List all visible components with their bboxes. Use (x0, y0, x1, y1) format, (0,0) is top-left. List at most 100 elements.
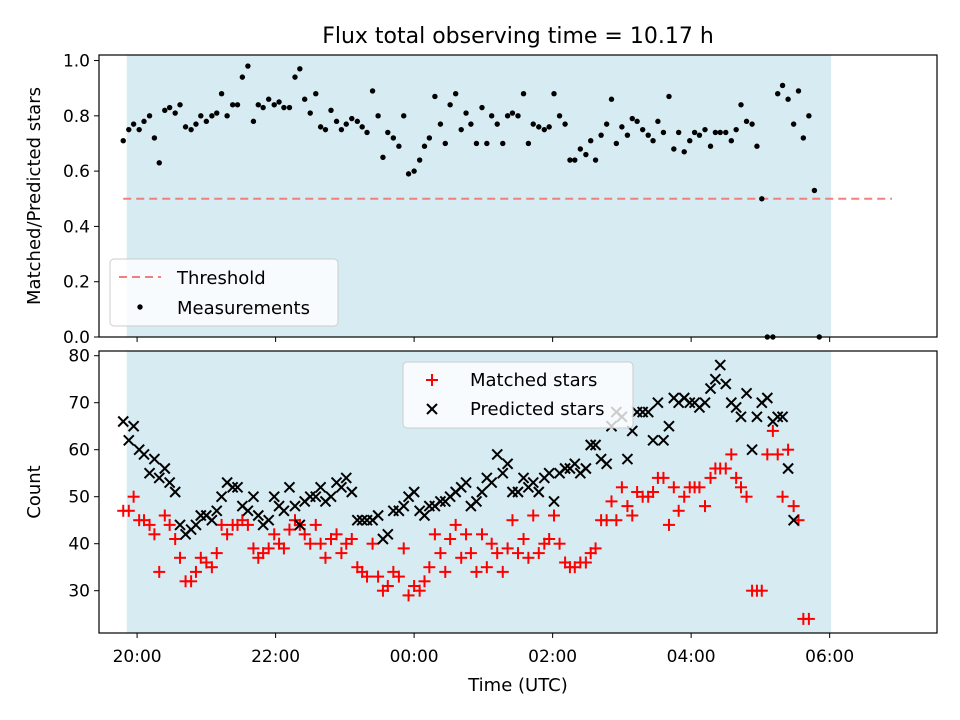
measurements-point (458, 126, 464, 133)
measurements-point (224, 113, 230, 119)
measurements-point (265, 96, 272, 102)
matched-stars-point (725, 448, 738, 461)
measurements-point (795, 88, 802, 94)
predicted-stars-point (782, 462, 794, 475)
y-tick-label: 30 (68, 582, 90, 602)
matched-stars-point (605, 495, 618, 508)
measurements-point (790, 121, 797, 127)
measurements-point (286, 104, 293, 111)
predicted-stars-point (123, 434, 135, 447)
predicted-stars-point (190, 519, 202, 531)
matched-stars-point (517, 533, 530, 545)
predicted-stars-point (211, 505, 223, 517)
predicted-stars-point (163, 476, 176, 489)
x-tick-label: 04:00 (667, 647, 716, 667)
matched-stars-point (319, 551, 332, 564)
measurements-point (317, 124, 324, 130)
predicted-stars-point (335, 481, 348, 494)
predicted-stars-point (262, 514, 275, 526)
predicted-stars-point (159, 462, 171, 475)
predicted-stars-point (278, 505, 290, 517)
measurements-point (146, 113, 153, 119)
measurements-point (432, 93, 438, 100)
measurements-point (364, 129, 370, 136)
measurements-point (307, 110, 313, 116)
measurements-point (598, 132, 604, 138)
matched-stars-point (381, 580, 394, 592)
predicted-stars-point (340, 472, 352, 484)
predicted-stars-point (314, 481, 327, 494)
matched-stars-point (740, 490, 753, 503)
predicted-stars-point (751, 411, 763, 423)
y-tick-label: 40 (68, 535, 90, 555)
measurements-point (738, 102, 744, 108)
matched-stars-point (787, 500, 800, 513)
measurements-point (276, 99, 282, 105)
matched-stars-point (215, 518, 228, 531)
predicted-stars-point (382, 528, 394, 541)
matched-stars-point (174, 551, 187, 564)
legend-measurements-swatch (137, 304, 143, 310)
matched-stars-point (449, 518, 462, 531)
measurements-point (634, 118, 640, 125)
matched-stars-point (589, 542, 602, 555)
x-axis-label: Time (UTC) (467, 675, 568, 696)
measurements-point (530, 121, 536, 127)
matched-stars-point (423, 561, 436, 574)
measurements-point (723, 129, 729, 136)
predicted-stars-point (569, 458, 581, 470)
ratio-axis-ticks: 0.0 0.2 0.4 0.6 0.8 1.0 (63, 52, 831, 348)
measurements-point (785, 96, 791, 102)
x-tick-label: 20:00 (113, 647, 162, 667)
predicted-stars-point (153, 472, 165, 484)
predicted-stars-point (138, 448, 150, 461)
measurements-point (333, 118, 340, 125)
measurements-point (759, 196, 765, 202)
measurements-point (681, 149, 687, 155)
measurements-point (401, 113, 407, 119)
measurements-point (754, 143, 760, 149)
predicted-stars-point (470, 495, 483, 508)
measurements-point (426, 135, 433, 141)
predicted-stars-point (206, 514, 218, 526)
measurements-point (343, 121, 349, 127)
measurements-point (188, 126, 194, 133)
measurements-point (696, 132, 703, 138)
measurements-point (172, 110, 178, 116)
counts-legend: Matched stars Predicted stars (402, 361, 634, 429)
matched-stars-point (169, 533, 182, 545)
y-tick-label: 0.0 (63, 328, 90, 348)
matched-stars-point (480, 561, 493, 574)
matched-stars-point (506, 514, 519, 527)
measurements-point (712, 129, 719, 136)
predicted-stars-point (351, 514, 364, 526)
matched-stars-point (475, 528, 488, 541)
measurements-point (494, 121, 500, 127)
predicted-stars-point (127, 420, 140, 432)
measurements-point (239, 74, 246, 80)
predicted-stars-point (709, 373, 722, 385)
predicted-stars-point (398, 500, 410, 512)
measurements-point (624, 132, 631, 138)
ratio-panel-frame (98, 54, 938, 338)
matched-stars-point (672, 504, 685, 517)
measurements-point (396, 143, 402, 149)
matched-stars-point (615, 481, 628, 494)
predicted-stars-point (485, 476, 498, 489)
predicted-stars-point (746, 443, 758, 456)
measurements-point (271, 102, 277, 108)
predicted-stars-point (657, 434, 670, 447)
matched-stars-point (610, 514, 623, 527)
matched-stars-point (553, 537, 566, 550)
matched-stars-point (428, 528, 441, 541)
predicted-stars-point (589, 439, 602, 451)
measurements-point (437, 121, 444, 127)
measurements-point (775, 91, 781, 97)
predicted-stars-point (761, 392, 774, 404)
measurements-point (613, 140, 620, 147)
predicted-stars-point (699, 396, 711, 409)
measurements-point (655, 118, 661, 125)
predicted-stars-point (543, 467, 555, 479)
predicted-stars-point (289, 500, 301, 512)
matched-stars-point (667, 481, 680, 494)
